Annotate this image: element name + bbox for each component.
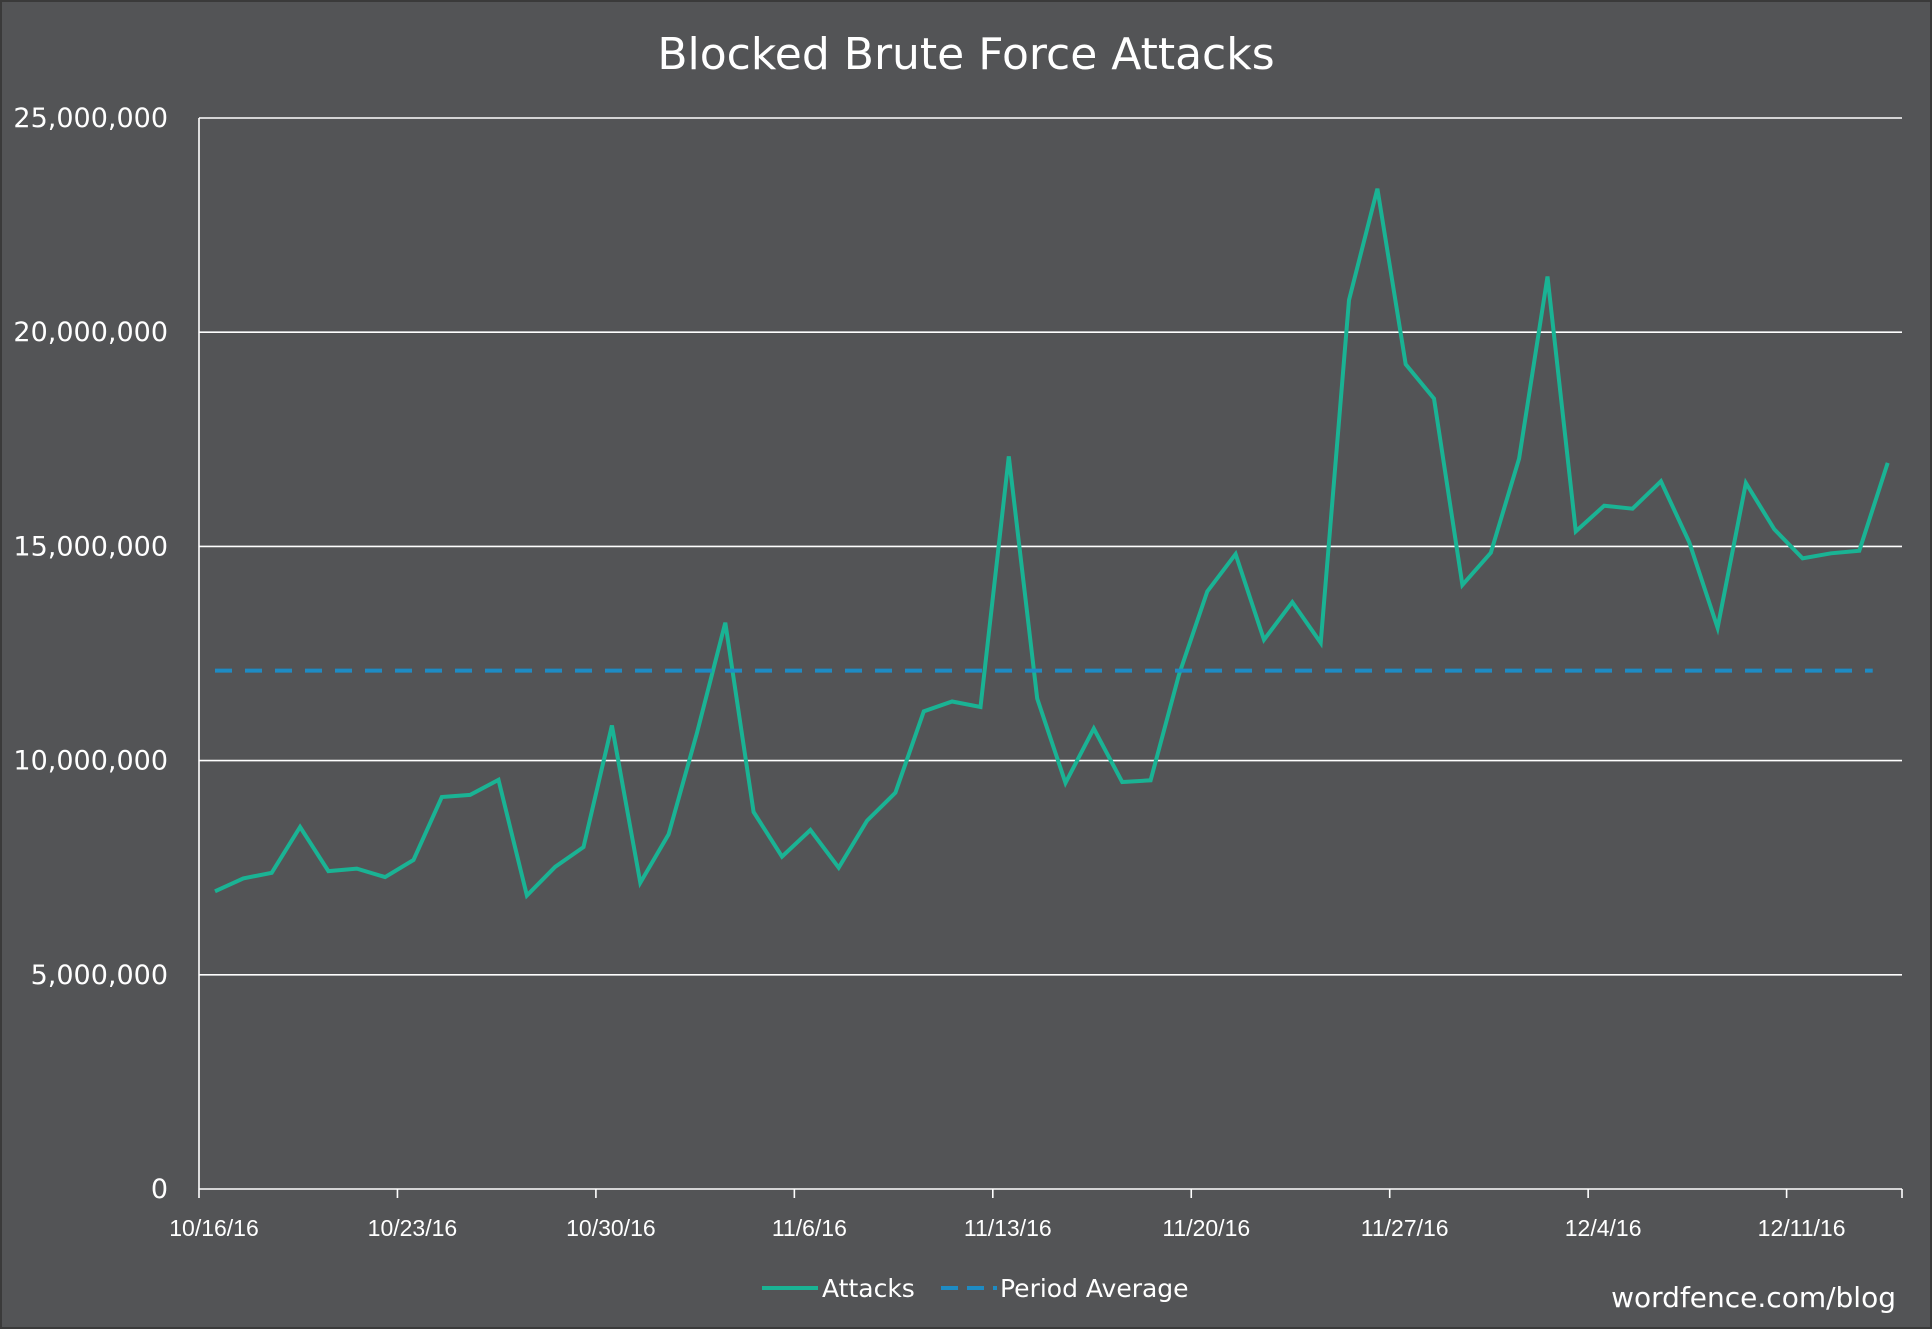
x-tick-label: 11/20/16 (1162, 1215, 1250, 1241)
y-tick-label: 15,000,000 (13, 531, 168, 562)
x-tick-label: 11/6/16 (772, 1215, 847, 1241)
x-tick-label: 10/23/16 (368, 1215, 458, 1241)
y-tick-label: 5,000,000 (31, 960, 168, 991)
watermark-text: wordfence.com/blog (1611, 1281, 1896, 1314)
x-tick-label: 10/16/16 (169, 1215, 259, 1241)
chart-title: Blocked Brute Force Attacks (657, 29, 1274, 80)
series-lines (214, 188, 1890, 900)
legend-average-label: Period Average (1000, 1274, 1189, 1303)
legend: Attacks Period Average (762, 1274, 1189, 1303)
y-tick-label: 0 (151, 1174, 168, 1205)
legend-attacks-label: Attacks (822, 1274, 915, 1303)
attacks-series-line (214, 188, 1890, 900)
x-tick-label: 12/4/16 (1565, 1215, 1642, 1241)
x-tick-label: 11/13/16 (964, 1215, 1052, 1241)
y-tick-label: 20,000,000 (13, 317, 168, 348)
axes: 0 5,000,000 10,000,000 15,000,000 20,000,000… (13, 103, 1903, 1241)
x-tick-label: 12/11/16 (1758, 1215, 1846, 1241)
gridlines (199, 117, 1902, 976)
y-tick-label: 25,000,000 (13, 103, 168, 134)
x-tick-label: 10/30/16 (566, 1215, 656, 1241)
y-tick-label: 10,000,000 (13, 746, 168, 777)
x-tick-label: 11/27/16 (1361, 1215, 1449, 1241)
